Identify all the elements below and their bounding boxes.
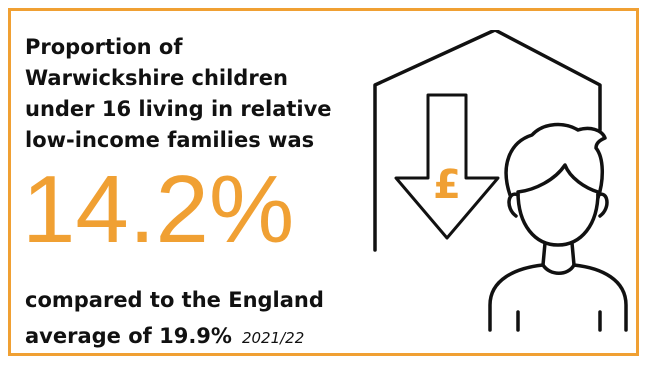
comparison-text: compared to the England average of 19.9%… <box>25 282 324 356</box>
comparison-line-1: compared to the England <box>25 288 324 312</box>
comparison-value: average of 19.9% <box>25 324 232 348</box>
headline-line-1: Proportion of <box>25 35 183 59</box>
headline-line-2: Warwickshire children <box>25 66 288 90</box>
headline: Proportion of Warwickshire children unde… <box>25 32 385 156</box>
illustration: £ <box>373 30 628 332</box>
house-outline-icon <box>373 30 602 252</box>
down-arrow-icon: £ <box>394 93 500 240</box>
headline-line-4: low-income families was <box>25 128 315 152</box>
child-person-icon <box>488 122 628 332</box>
period-label: 2021/22 <box>241 329 305 347</box>
comparison-line-2: average of 19.9% 2021/22 <box>25 318 324 356</box>
pound-symbol: £ <box>433 162 461 208</box>
headline-value: 14.2% <box>22 156 295 263</box>
headline-line-3: under 16 living in relative <box>25 97 332 121</box>
